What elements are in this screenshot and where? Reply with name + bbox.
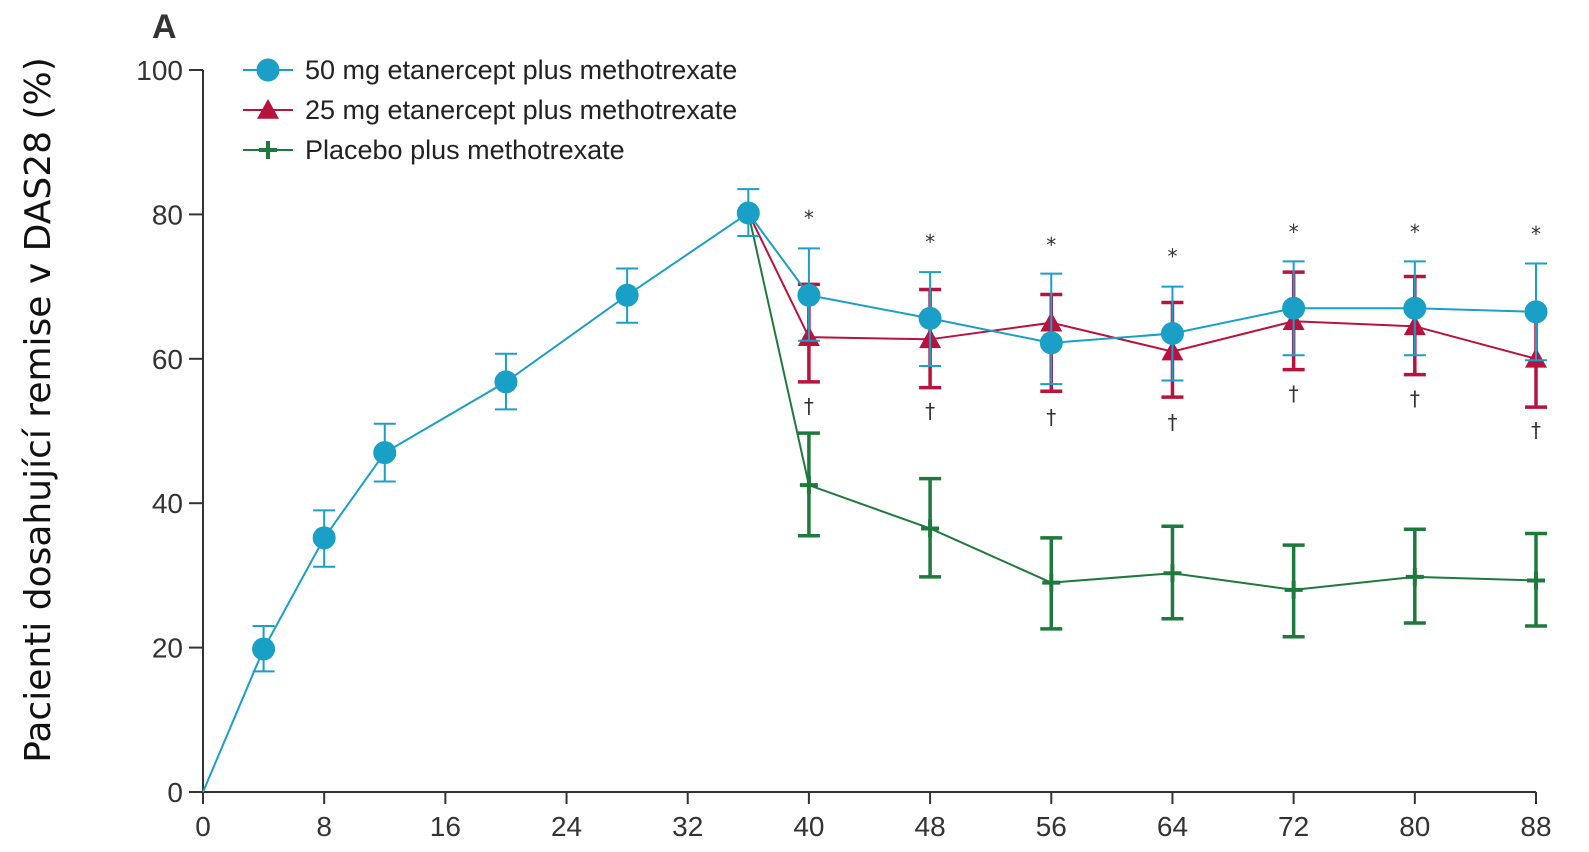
data-point <box>252 637 276 661</box>
data-point <box>1039 331 1063 355</box>
x-tick-label: 64 <box>1157 811 1188 842</box>
axes: 0 20 40 60 80 100 0 8 16 24 32 40 48 56 64 72 80 88 <box>136 55 1551 842</box>
series-line <box>202 211 1537 793</box>
significance-marker: † <box>1531 418 1541 442</box>
significance-marker: * <box>925 230 935 254</box>
significance-marker: † <box>1289 382 1299 406</box>
data-point <box>1524 300 1548 324</box>
significance-marker: * <box>1289 220 1299 244</box>
significance-marker: * <box>1531 222 1541 246</box>
x-tick-label: 40 <box>793 811 824 842</box>
x-tick-label: 80 <box>1399 811 1430 842</box>
data-point <box>1403 296 1427 320</box>
significance-marker: † <box>925 399 935 423</box>
significance-marker: † <box>804 394 814 418</box>
series-line <box>747 212 1537 591</box>
legend-item: 25 mg etanercept plus methotrexate <box>243 95 737 125</box>
significance-marker: * <box>1167 244 1177 268</box>
legend-marker <box>257 99 279 119</box>
x-tick-label: 56 <box>1036 811 1067 842</box>
annotation-layer: * * * * * * * † † † † † † † <box>804 206 1541 442</box>
data-point <box>615 283 639 307</box>
data-point <box>1527 571 1545 590</box>
data-point <box>921 519 940 538</box>
y-tick-label: 40 <box>152 488 183 519</box>
data-point <box>312 526 336 550</box>
series-circle <box>202 188 1548 793</box>
legend-marker <box>256 58 280 82</box>
series-triangle <box>747 212 1547 409</box>
data-point <box>1405 567 1424 586</box>
data-point <box>799 476 818 495</box>
y-axis-label: Pacienti dosahující remise v DAS28 (%) <box>18 57 59 762</box>
y-tick-label: 80 <box>152 199 183 230</box>
significance-marker: * <box>1410 220 1420 244</box>
y-tick-label: 0 <box>167 777 183 808</box>
series-line <box>747 212 1537 360</box>
significance-marker: * <box>1046 233 1056 257</box>
significance-marker: * <box>804 206 814 230</box>
series-layer <box>202 188 1548 793</box>
significance-marker: † <box>1167 410 1177 434</box>
y-tick-label: 100 <box>136 55 183 86</box>
y-tick-label: 60 <box>152 344 183 375</box>
x-tick-label: 8 <box>316 811 332 842</box>
x-tick-label: 16 <box>430 811 461 842</box>
data-point <box>918 306 942 330</box>
legend-label: 25 mg etanercept plus methotrexate <box>305 95 737 125</box>
x-tick-label: 24 <box>551 811 582 842</box>
data-point <box>736 201 760 225</box>
significance-marker: † <box>1046 405 1056 429</box>
x-tick-label: 0 <box>195 811 211 842</box>
x-tick-label: 88 <box>1520 811 1551 842</box>
significance-marker: † <box>1410 387 1420 411</box>
data-point <box>494 370 518 394</box>
data-point <box>1284 580 1303 599</box>
panel-label: A <box>152 8 177 46</box>
x-tick-label: 48 <box>915 811 946 842</box>
data-point <box>1163 564 1182 583</box>
legend: 50 mg etanercept plus methotrexate 25 mg … <box>243 55 737 165</box>
legend-label: Placebo plus methotrexate <box>305 135 625 165</box>
y-tick-label: 20 <box>152 633 183 664</box>
x-tick-label: 32 <box>672 811 703 842</box>
data-point <box>1042 573 1061 592</box>
data-point <box>1282 296 1306 320</box>
data-point <box>1160 322 1184 346</box>
x-tick-label: 72 <box>1278 811 1309 842</box>
data-point <box>373 441 397 465</box>
legend-marker <box>259 141 277 159</box>
data-point <box>797 283 821 307</box>
series-plus <box>747 212 1547 639</box>
legend-item: Placebo plus methotrexate <box>243 135 625 165</box>
legend-item: 50 mg etanercept plus methotrexate <box>243 55 737 85</box>
legend-label: 50 mg etanercept plus methotrexate <box>305 55 737 85</box>
